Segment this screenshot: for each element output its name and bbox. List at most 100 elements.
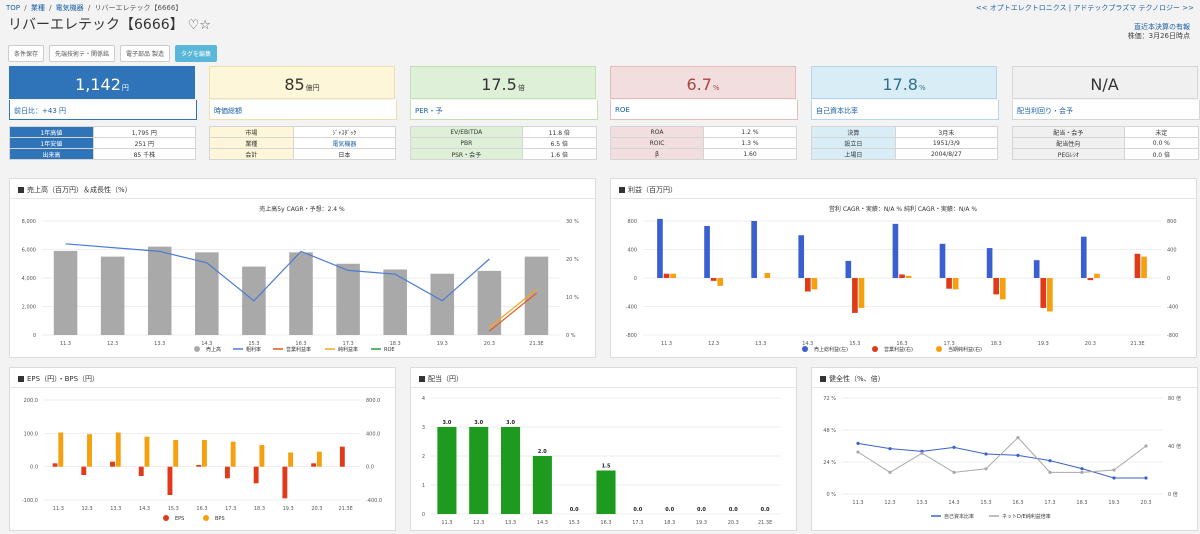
price-change: 前日比：+43 円 — [9, 100, 197, 120]
table-label: 市場 — [209, 126, 294, 138]
data-point — [920, 451, 924, 455]
market-cap-label[interactable]: 時価総額 — [209, 100, 397, 120]
table-label: 出来高 — [9, 148, 94, 160]
per-label[interactable]: PER・予 — [410, 100, 598, 120]
x-tick-label: 13.3 — [505, 520, 516, 526]
y-tick-label: 0 % — [826, 492, 836, 498]
sales-chart: 売上高5y CAGR・予想：2.4 % 0 2,000 4,000 6,000 8,000… — [22, 205, 579, 353]
breadcrumb-top[interactable]: TOP — [6, 4, 21, 12]
table-label: 業種 — [209, 137, 294, 149]
profit-bar — [986, 248, 993, 278]
favorite-icon[interactable]: ♡☆ — [187, 18, 211, 33]
x-tick-label: 13.3 — [154, 341, 165, 347]
eps-bar — [253, 466, 259, 484]
series-line — [857, 436, 1147, 473]
bps-bar — [288, 452, 294, 467]
breadcrumb-sector[interactable]: 電気機器 — [55, 4, 84, 12]
data-point — [1112, 468, 1116, 472]
eps-bar — [52, 463, 58, 467]
legend-marker — [802, 346, 808, 352]
table-value: 85 千株 — [92, 148, 197, 160]
save-condition-button[interactable]: 条件保存 — [8, 45, 45, 62]
y-tick-label: 48 % — [823, 428, 836, 434]
y2-tick-label: 800.0 — [366, 398, 380, 404]
legend-marker — [936, 346, 942, 352]
data-point — [1016, 453, 1020, 457]
price-value: 1,142 — [75, 75, 121, 94]
x-tick-label: 11.3 — [60, 341, 71, 347]
profit-bar — [946, 278, 952, 289]
y-tick-label: 0 — [634, 276, 637, 282]
profit-bar — [663, 273, 670, 278]
data-label: 3.0 — [474, 420, 483, 426]
company-info-table: 市場 ｼﾞｬｽﾀﾞｯｸ 業種 電気機器 会計 日本 — [209, 126, 397, 160]
dividend-bar — [596, 470, 616, 514]
x-tick-label: 16.3 — [295, 341, 306, 347]
x-tick-label: 16.3 — [600, 520, 611, 526]
dividend-table: 配当・会予 未定 配当性向 0.0 % PEGﾚｼｵ 0.0 倍 — [1012, 126, 1200, 160]
market-cap-unit: 億円 — [305, 84, 320, 92]
profit-bar — [1040, 278, 1047, 308]
x-tick-label: 19.3 — [1038, 341, 1049, 347]
x-tick-label: 19.3 — [1108, 500, 1119, 506]
y-tick-label: -400 — [626, 305, 637, 311]
table-value: 0.0 % — [1123, 137, 1200, 149]
equity-ratio-card: 17.8% 自己資本比率 — [811, 66, 999, 120]
x-tick-label: 21.3E — [529, 341, 543, 347]
x-tick-label: 19.3 — [437, 341, 448, 347]
tag-button[interactable]: 電子部品 製造 — [120, 45, 170, 62]
data-label: 0.0 — [729, 507, 738, 513]
x-tick-label: 18.3 — [664, 520, 675, 526]
profit-chart: 営利 CAGR・実績：N/A % 純利 CAGR・実績：N/A % -800 -40… — [626, 205, 1179, 353]
profit-bar — [710, 278, 717, 281]
legend-label: 自己資本比率 — [944, 513, 974, 520]
table-label: PSR・会予 — [410, 148, 523, 160]
legend-label: 営業利益(右) — [884, 346, 913, 353]
data-point — [952, 470, 956, 474]
series-line — [65, 243, 490, 302]
y2-tick-label: -800 — [1167, 333, 1178, 339]
y-tick-label: 1 — [422, 483, 425, 489]
data-point — [984, 452, 988, 456]
breadcrumb-industry[interactable]: 業種 — [30, 4, 45, 12]
profit-panel: 利益（百万円） 営利 CAGR・実績：N/A % 純利 CAGR・実績：N/A … — [610, 178, 1197, 358]
x-tick-label: 15.3 — [569, 520, 580, 526]
eps-bar — [282, 466, 288, 499]
neighbor-company-links[interactable]: << オプトエレクトロニクス | アドテックプラズマ テクノロジー >> — [975, 4, 1194, 12]
data-point — [856, 441, 860, 445]
profit-bar — [804, 278, 811, 292]
sector-link[interactable]: 電気機器 — [292, 137, 397, 149]
profit-bar — [892, 223, 899, 278]
dividend-yield-label[interactable]: 配当利回り・会予 — [1012, 100, 1200, 120]
eps-bar — [167, 466, 173, 495]
table-value: 1.60 — [703, 148, 797, 160]
roe-label[interactable]: ROE — [610, 100, 798, 120]
x-tick-label: 19.3 — [696, 520, 707, 526]
equity-ratio-label[interactable]: 自己資本比率 — [811, 100, 999, 120]
y-tick-label: 0 — [422, 512, 425, 518]
edit-tags-button[interactable]: タグを編集 — [174, 45, 217, 62]
x-tick-label: 17.3 — [225, 506, 236, 512]
table-value: 日本 — [292, 148, 397, 160]
tag-button[interactable]: 先端技術テ・関係銘 — [49, 45, 116, 62]
y2-tick-label: 80 倍 — [1168, 395, 1181, 402]
y-tick-label: 0.0 — [30, 465, 38, 471]
breadcrumb-sep: / — [49, 4, 52, 12]
profit-bar — [1080, 236, 1087, 278]
annual-report-link[interactable]: 直近本決算の有報 — [1134, 23, 1190, 31]
panel-header: 配当（円） — [411, 368, 796, 388]
y-tick-label: 6,000 — [22, 248, 36, 254]
profit-bar — [751, 221, 757, 278]
table-value: ｼﾞｬｽﾀﾞｯｸ — [292, 126, 397, 138]
dividend-bar — [501, 427, 521, 514]
x-tick-label: 18.3 — [1076, 500, 1087, 506]
roe-card: 6.7% ROE — [610, 66, 798, 120]
table-value: 2004/8/27 — [894, 148, 999, 160]
per-value: 17.5 — [481, 75, 517, 94]
data-label: 0.0 — [570, 507, 579, 513]
table-value: 3月末 — [894, 126, 999, 138]
legend-label: 純利益率 — [338, 346, 358, 353]
x-tick-label: 13.3 — [916, 500, 927, 506]
profit-bar — [1047, 278, 1053, 312]
bps-bar — [259, 445, 265, 467]
